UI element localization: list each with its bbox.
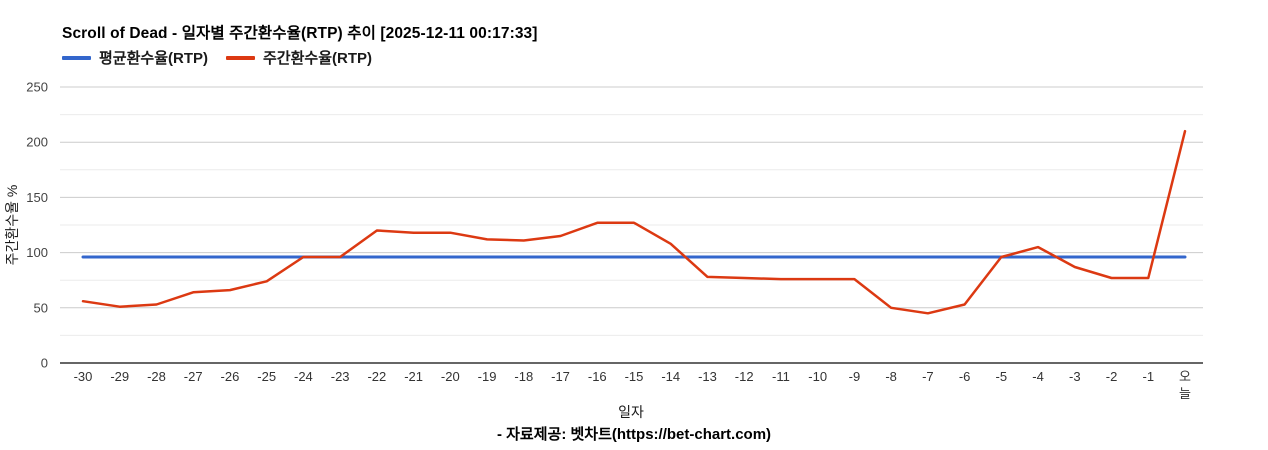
- y-tick-label: 50: [34, 300, 48, 315]
- x-tick-label: -4: [1032, 369, 1044, 384]
- x-tick-label: -30: [74, 369, 93, 384]
- x-tick-label: -14: [661, 369, 680, 384]
- x-tick-label: -15: [625, 369, 644, 384]
- weekly-rtp-line: [81, 129, 1187, 315]
- x-tick-label: -28: [147, 369, 166, 384]
- chart-title: Scroll of Dead - 일자별 주간환수율(RTP) 추이 [2025…: [62, 25, 538, 42]
- x-tick-label: -9: [849, 369, 861, 384]
- x-tick-label: -20: [441, 369, 460, 384]
- x-tick-label: -18: [514, 369, 533, 384]
- x-tick-label: -1: [1142, 369, 1154, 384]
- x-tick-label: -12: [735, 369, 754, 384]
- x-tick-label: -25: [257, 369, 276, 384]
- average-rtp-swatch: [62, 55, 91, 60]
- y-tick-label: 200: [26, 135, 48, 150]
- x-tick-label: -2: [1106, 369, 1118, 384]
- weekly-rtp-swatch: [226, 55, 255, 60]
- y-tick-label: 0: [41, 356, 48, 371]
- x-tick-label: -22: [367, 369, 386, 384]
- y-axis-title: 주간환수율 %: [4, 185, 20, 266]
- x-tick-label: -29: [110, 369, 129, 384]
- average-rtp-label: 평균환수율(RTP): [99, 50, 208, 67]
- y-tick-label: 150: [26, 190, 48, 205]
- x-tick-label: -6: [959, 369, 971, 384]
- y-tick-label: 100: [26, 245, 48, 260]
- x-tick-label: -13: [698, 369, 717, 384]
- x-tick-label: -10: [808, 369, 827, 384]
- data-source-note: - 자료제공: 벳차트(https://bet-chart.com): [496, 426, 772, 443]
- x-tick-label: -21: [404, 369, 423, 384]
- x-tick-label: -5: [996, 369, 1008, 384]
- weekly-rtp-label: 주간환수율(RTP): [263, 50, 372, 67]
- legend-item-weekly-rtp: 주간환수율(RTP): [226, 47, 372, 68]
- x-tick-label: -19: [478, 369, 497, 384]
- x-tick-label: -16: [588, 369, 607, 384]
- x-tick-label: -17: [551, 369, 570, 384]
- x-tick-label: -27: [184, 369, 203, 384]
- x-tick-label: -3: [1069, 369, 1081, 384]
- x-tick-label: -24: [294, 369, 313, 384]
- x-tick-label: -7: [922, 369, 934, 384]
- x-tick-label: -26: [221, 369, 240, 384]
- x-axis-title: 일자: [618, 404, 644, 420]
- legend: 평균환수율(RTP) 주간환수율(RTP): [62, 47, 372, 68]
- legend-item-average-rtp: 평균환수율(RTP): [62, 47, 208, 68]
- x-tick-label: -8: [885, 369, 897, 384]
- x-tick-label: -11: [772, 369, 790, 384]
- y-tick-label: 250: [26, 80, 48, 95]
- x-tick-label: -23: [331, 369, 350, 384]
